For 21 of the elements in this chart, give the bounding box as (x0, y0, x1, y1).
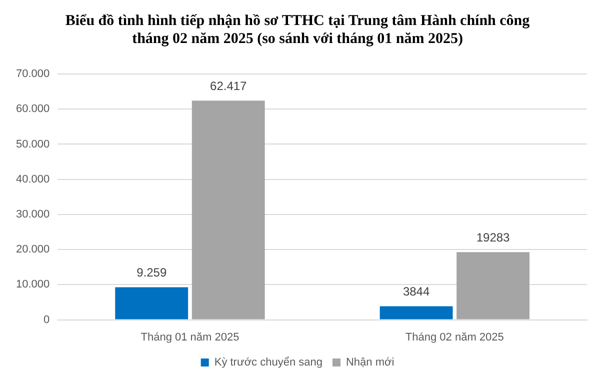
x-tick-label: Tháng 01 năm 2025 (140, 331, 240, 344)
data-label: 62.417 (210, 78, 248, 93)
y-tick-label: 20.000 (16, 244, 50, 256)
y-tick-label: 40.000 (16, 173, 50, 186)
bar (115, 287, 188, 320)
y-tick-label: 70.000 (16, 68, 50, 80)
y-tick-label: 0 (44, 314, 50, 326)
data-label: 19283 (476, 230, 510, 244)
legend-label: Nhận mới (346, 356, 394, 369)
data-label: 3844 (402, 284, 430, 299)
x-tick-label: Tháng 02 năm 2025 (405, 331, 504, 344)
bar (380, 306, 453, 320)
bar (192, 100, 265, 320)
y-tick-label: 50.000 (16, 138, 50, 150)
bar (456, 252, 530, 320)
chart-title: Biểu đồ tình hình tiếp nhận hồ sơ TTHC tại Trung tâm Hành chính công tháng 02 năm 2025 (so sánh với tháng 01 năm 2025) (65, 12, 530, 47)
data-label: 9.259 (136, 266, 167, 280)
legend-label: Kỳ trước chuyển sang (214, 356, 322, 369)
y-tick-label: 10.000 (16, 278, 50, 291)
y-tick-label: 30.000 (16, 208, 50, 220)
y-tick-label: 60.000 (16, 103, 50, 116)
